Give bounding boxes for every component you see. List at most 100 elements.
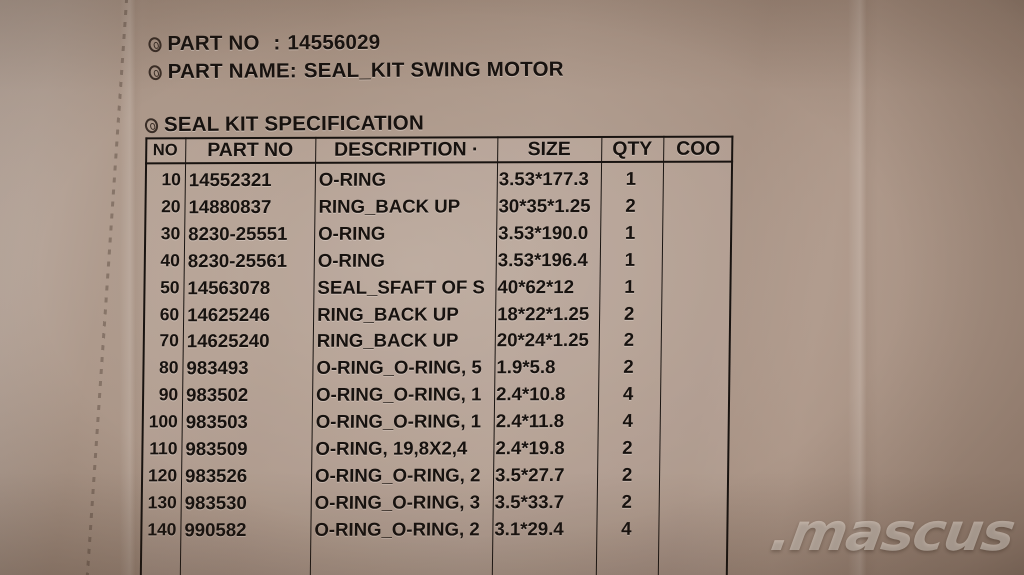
cell-qty: 1 <box>624 275 635 297</box>
cell-coo <box>664 246 726 271</box>
cell-part-no: 983493 <box>186 357 249 379</box>
cell-part-no: 8230-25551 <box>188 222 288 244</box>
table-row: 80 983493 O-RING_O-RING, 5 1.9*5.8 2 <box>142 354 730 381</box>
cell-part-no: 983509 <box>185 438 248 460</box>
cell-description: O-RING <box>318 222 386 244</box>
cell-qty: 2 <box>623 302 635 324</box>
table-row: 20 14880837 RING_BACK UP 30*35*1.25 2 <box>144 192 732 219</box>
cell-part-no: 983526 <box>184 464 248 487</box>
cell-qty: 2 <box>623 329 635 351</box>
cell-description: O-RING <box>317 249 386 271</box>
cell-description: RING_BACK UP <box>317 302 459 325</box>
cell-no: 120 <box>147 465 178 486</box>
cell-size: 3.1*29.4 <box>494 517 564 539</box>
section-title-line: SEAL KIT SPECIFICATION <box>143 111 424 138</box>
part-name-line: PART NAME : SEAL_KIT SWING MOTOR <box>147 57 564 85</box>
double-circle-bullet-icon <box>143 116 160 135</box>
cell-description: O-RING <box>318 168 387 190</box>
cell-no: 100 <box>148 411 178 432</box>
cell-qty: 2 <box>621 463 633 485</box>
table-row: 60 14625246 RING_BACK UP 18*22*1.25 2 <box>143 300 731 327</box>
cell-coo <box>663 273 725 298</box>
part-name-value: SEAL_KIT SWING MOTOR <box>303 57 564 83</box>
table-row: 40 8230-25561 O-RING 3.53*196.4 1 <box>144 246 732 273</box>
cell-no: 80 <box>159 357 179 378</box>
cell-qty: 4 <box>622 409 634 432</box>
table-row: 70 14625240 RING_BACK UP 20*24*1.25 2 <box>143 327 731 354</box>
table-row: 100 983503 O-RING_O-RING, 1 2.4*11.8 4 <box>142 408 730 435</box>
cell-description: O-RING, 19,8X2,4 <box>315 437 468 459</box>
part-no-value: 14556029 <box>287 30 381 55</box>
table-row: 10 14552321 O-RING 3.53*177.3 1 <box>145 166 733 193</box>
cell-no: 70 <box>159 330 179 351</box>
cell-coo <box>664 192 726 217</box>
double-circle-bullet-icon <box>147 63 164 82</box>
cell-qty: 2 <box>621 490 633 512</box>
column-header-description: DESCRIPTION · <box>333 138 479 161</box>
cell-part-no: 983502 <box>185 384 249 406</box>
cell-coo <box>661 462 723 487</box>
cell-description: O-RING_O-RING, 3 <box>314 491 481 513</box>
cell-qty: 1 <box>625 167 637 189</box>
cell-no: 10 <box>161 169 182 190</box>
cell-part-no: 983530 <box>184 491 247 514</box>
part-no-label: PART NO <box>167 31 260 56</box>
cell-size: 18*22*1.25 <box>497 302 590 324</box>
cell-description: O-RING_O-RING, 5 <box>316 356 482 379</box>
table-row: 30 8230-25551 O-RING 3.53*190.0 1 <box>144 219 732 246</box>
table-row: 50 14563078 SEAL_SFAFT OF S 40*62*12 1 <box>143 273 731 300</box>
cell-coo <box>661 435 723 460</box>
cell-coo <box>662 381 724 406</box>
cell-description: O-RING_O-RING, 2 <box>314 518 480 540</box>
part-name-label: PART NAME <box>167 59 290 84</box>
section-title: SEAL KIT SPECIFICATION <box>163 111 424 137</box>
cell-size: 2.4*19.8 <box>495 437 565 459</box>
cell-part-no: 14880837 <box>188 195 272 218</box>
table-row: 130 983530 O-RING_O-RING, 3 3.5*33.7 2 <box>141 488 729 515</box>
cell-qty: 2 <box>623 356 634 378</box>
cell-size: 3.5*27.7 <box>494 463 565 486</box>
double-circle-bullet-icon <box>146 35 164 54</box>
part-no-line: PART NO : 14556029 <box>146 30 381 56</box>
cell-coo <box>661 488 723 513</box>
part-name-colon: : <box>289 59 297 83</box>
table-row: 140 990582 O-RING_O-RING, 2 3.1*29.4 4 <box>140 515 728 542</box>
column-header-no: NO <box>152 141 178 160</box>
cell-size: 3.53*177.3 <box>498 168 589 190</box>
cell-coo <box>664 219 726 244</box>
cell-part-no: 983503 <box>185 411 248 433</box>
column-header-part-no: PART NO <box>207 138 294 162</box>
cell-no: 30 <box>160 223 181 244</box>
cell-description: O-RING_O-RING, 1 <box>315 383 482 406</box>
table-row: 110 983509 O-RING, 19,8X2,4 2.4*19.8 2 <box>141 435 729 462</box>
cell-size: 2.4*10.8 <box>495 383 566 405</box>
cell-coo <box>663 327 725 352</box>
cell-qty: 1 <box>624 248 636 270</box>
cell-no: 130 <box>147 492 177 513</box>
cell-size: 30*35*1.25 <box>498 194 591 217</box>
column-header-qty: QTY <box>612 137 653 160</box>
cell-coo <box>663 300 725 325</box>
cell-no: 140 <box>147 518 177 540</box>
table-row: 90 983502 O-RING_O-RING, 1 2.4*10.8 4 <box>142 381 730 408</box>
cell-part-no: 14625246 <box>187 303 271 325</box>
cell-size: 20*24*1.25 <box>496 329 589 351</box>
cell-description: SEAL_SFAFT OF S <box>317 275 486 298</box>
cell-part-no: 14563078 <box>187 276 271 298</box>
cell-description: RING_BACK UP <box>318 195 461 217</box>
column-header-size: SIZE <box>527 138 571 161</box>
cell-size: 40*62*12 <box>497 275 575 297</box>
cell-size: 3.5*33.7 <box>494 490 565 513</box>
part-no-colon: : <box>273 31 281 55</box>
cell-description: RING_BACK UP <box>316 329 459 352</box>
column-header-coo: COO <box>676 137 721 160</box>
cell-coo <box>662 408 724 433</box>
cell-size: 3.53*190.0 <box>498 221 589 244</box>
cell-part-no: 14625240 <box>186 330 270 352</box>
table-row: 120 983526 O-RING_O-RING, 2 3.5*27.7 2 <box>141 461 729 488</box>
cell-qty: 2 <box>622 436 633 458</box>
cell-part-no: 14552321 <box>188 168 272 191</box>
cell-no: 40 <box>160 249 180 270</box>
